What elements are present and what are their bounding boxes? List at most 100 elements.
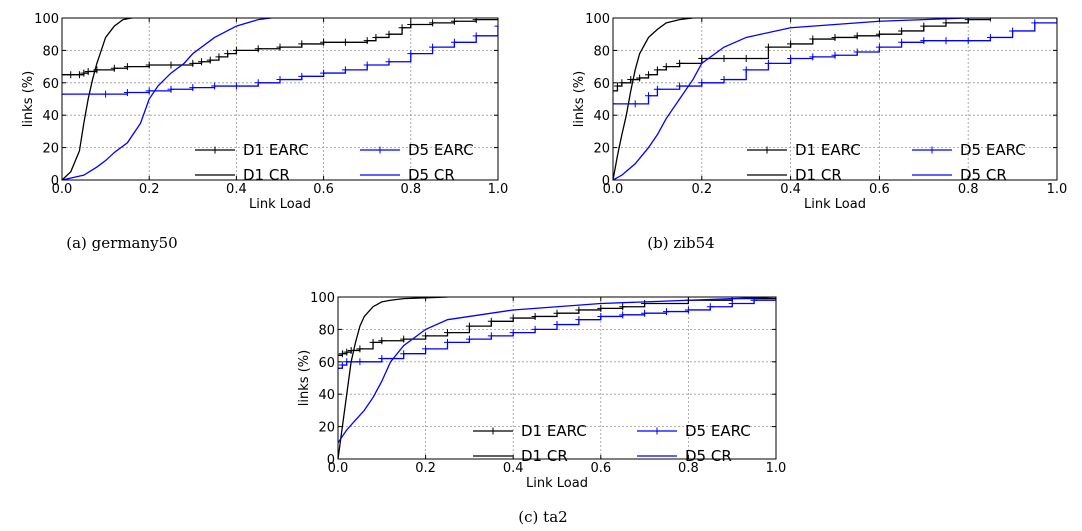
legend-marker bbox=[211, 146, 219, 154]
data-point bbox=[597, 304, 605, 312]
data-point bbox=[254, 79, 262, 87]
data-point bbox=[343, 348, 351, 356]
data-point bbox=[167, 85, 175, 93]
data-point bbox=[407, 20, 415, 28]
data-point bbox=[145, 61, 153, 69]
data-point bbox=[986, 18, 994, 22]
data-point bbox=[853, 32, 861, 40]
data-point bbox=[920, 22, 928, 30]
data-point bbox=[356, 358, 364, 366]
data-point bbox=[613, 100, 617, 108]
y-tick-label: 100 bbox=[585, 12, 610, 27]
data-point bbox=[338, 350, 346, 358]
x-tick-label: 0.2 bbox=[691, 182, 712, 197]
axes-frame bbox=[612, 17, 1058, 181]
legend-marker bbox=[928, 146, 936, 154]
data-point bbox=[875, 43, 883, 51]
data-point bbox=[444, 329, 451, 337]
data-point bbox=[472, 32, 480, 40]
data-point bbox=[276, 76, 284, 84]
y-tick-label: 100 bbox=[310, 291, 335, 306]
y-tick-label: 20 bbox=[593, 142, 610, 157]
figure-caption: (b) zib54 bbox=[647, 234, 714, 252]
data-point bbox=[429, 43, 437, 51]
data-point bbox=[62, 90, 66, 98]
legend-label: D5 EARC bbox=[960, 141, 1026, 159]
y-tick-label: 60 bbox=[593, 77, 610, 92]
y-tick-label: 40 bbox=[42, 109, 59, 124]
data-point bbox=[67, 71, 75, 79]
data-point bbox=[320, 69, 328, 77]
x-tick-label: 0.6 bbox=[590, 461, 611, 476]
legend-item: D1 CR bbox=[473, 447, 568, 465]
data-point bbox=[398, 24, 406, 32]
data-point bbox=[831, 51, 839, 59]
data-point bbox=[1009, 27, 1017, 35]
legend-label: D5 CR bbox=[960, 166, 1007, 184]
data-point bbox=[531, 325, 539, 333]
y-tick-label: 60 bbox=[318, 356, 335, 371]
y-axis-label: links (%) bbox=[297, 350, 312, 406]
data-point bbox=[372, 33, 380, 41]
data-point bbox=[720, 55, 728, 62]
data-point bbox=[338, 361, 346, 369]
data-point bbox=[898, 38, 906, 46]
data-point bbox=[450, 18, 458, 25]
data-point bbox=[363, 37, 371, 45]
data-point bbox=[684, 306, 692, 314]
legend-item: D5 CR bbox=[912, 166, 1007, 184]
legend-label: D1 EARC bbox=[795, 141, 861, 159]
data-point bbox=[809, 35, 817, 43]
data-point bbox=[145, 87, 153, 95]
x-tick-label: 0.8 bbox=[678, 461, 699, 476]
data-point bbox=[320, 38, 328, 46]
data-point bbox=[764, 59, 772, 67]
data-point bbox=[641, 299, 649, 307]
data-point bbox=[189, 59, 197, 67]
data-point bbox=[167, 61, 175, 69]
legend-label: D5 EARC bbox=[408, 141, 474, 159]
data-point bbox=[645, 71, 653, 79]
series-line-d5-cr bbox=[613, 18, 991, 180]
data-point bbox=[215, 53, 223, 61]
data-point bbox=[378, 355, 386, 363]
data-point bbox=[831, 33, 839, 41]
chart-ta2: 0.0 0.2 0.4 0.6 0.8 1.0 0 20 40 60 80 100 Link Load l… bbox=[297, 291, 786, 491]
data-point bbox=[509, 329, 517, 337]
chart-zib54: 0.0 0.2 0.4 0.6 0.8 1.0 0 20 40 60 80 100 Link Load l… bbox=[572, 12, 1067, 212]
plot-area bbox=[62, 18, 498, 180]
legend-marker bbox=[763, 146, 771, 154]
y-tick-label: 80 bbox=[593, 44, 610, 59]
plot-area bbox=[338, 297, 776, 459]
data-point bbox=[356, 345, 364, 353]
axes-frame bbox=[337, 296, 777, 460]
data-point bbox=[597, 312, 605, 320]
data-point bbox=[742, 55, 750, 62]
data-point bbox=[742, 66, 750, 74]
x-tick-label: 0.6 bbox=[869, 182, 890, 197]
data-point bbox=[676, 82, 684, 90]
series-line-d5-earc bbox=[62, 26, 498, 95]
data-point bbox=[986, 33, 994, 41]
data-point bbox=[422, 332, 430, 340]
data-point bbox=[276, 43, 284, 51]
data-point bbox=[942, 19, 950, 27]
data-point bbox=[575, 306, 583, 314]
data-point bbox=[369, 338, 377, 346]
legend-item: D1 EARC bbox=[473, 422, 587, 440]
x-axis-label: Link Load bbox=[249, 197, 311, 212]
legend-item: D5 CR bbox=[637, 447, 732, 465]
legend-label: D5 CR bbox=[685, 447, 732, 465]
x-tick-label: 0.0 bbox=[52, 182, 73, 197]
x-tick-label: 0.0 bbox=[328, 461, 349, 476]
y-tick-label: 80 bbox=[42, 44, 59, 59]
data-point bbox=[787, 40, 795, 48]
data-point bbox=[653, 85, 661, 93]
chart-germany50: 0.0 0.2 0.4 0.6 0.8 1.0 0 20 40 60 80 100 Link Load l… bbox=[21, 12, 508, 212]
figure-caption: (c) ta2 bbox=[518, 508, 567, 526]
x-axis-label: Link Load bbox=[526, 476, 588, 491]
data-point bbox=[613, 82, 621, 90]
data-point bbox=[494, 22, 498, 30]
legend-label: D1 EARC bbox=[521, 422, 587, 440]
x-tick-label: 0.8 bbox=[958, 182, 979, 197]
